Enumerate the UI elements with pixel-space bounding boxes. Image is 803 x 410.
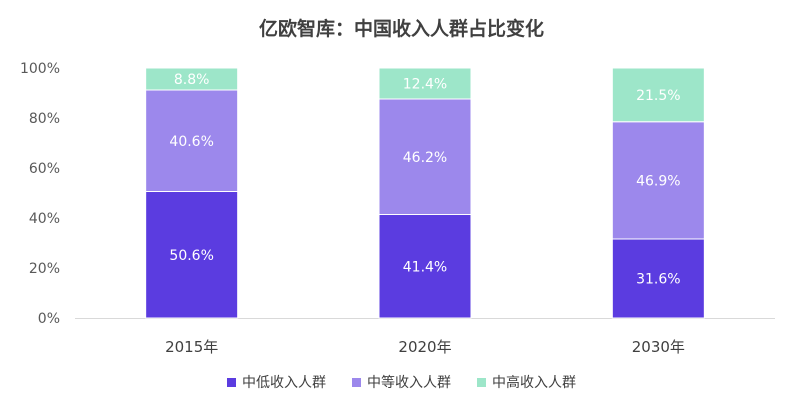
bar-segment	[611, 238, 705, 319]
legend-label-middle-income: 中等收入人群	[367, 375, 451, 391]
bar-segment	[145, 67, 239, 91]
legend-item-middle-income: 中等收入人群	[352, 372, 451, 392]
y-tick-label: 20%	[29, 261, 60, 277]
bar-segment	[145, 89, 239, 192]
data-label: 46.9%	[636, 173, 680, 189]
data-label: 40.6%	[169, 134, 213, 150]
legend-label-upper-middle-income: 中高收入人群	[492, 375, 576, 391]
y-tick-label: 40%	[29, 211, 60, 227]
legend-swatch-middle-income	[352, 377, 361, 387]
bar-segment	[378, 98, 472, 215]
data-label: 41.4%	[403, 259, 447, 275]
bar-segment	[145, 191, 239, 319]
data-label: 31.6%	[636, 272, 680, 288]
y-tick-label: 0%	[38, 311, 60, 327]
bar-segment	[378, 67, 472, 100]
bar-segment	[378, 214, 472, 319]
legend-swatch-low-income	[227, 377, 236, 387]
x-tick-label: 2030年	[632, 338, 685, 356]
data-label: 12.4%	[403, 77, 447, 93]
x-tick-label: 2020年	[398, 338, 451, 356]
y-tick-label: 80%	[29, 111, 60, 127]
data-label: 46.2%	[403, 150, 447, 166]
legend-swatch-upper-middle-income	[477, 377, 486, 387]
data-label: 50.6%	[169, 248, 213, 264]
bar-segment	[611, 121, 705, 240]
legend-item-low-income: 中低收入人群	[227, 372, 326, 392]
y-tick-label: 100%	[20, 61, 60, 77]
data-label: 21.5%	[636, 88, 680, 104]
bar-segment	[611, 67, 705, 123]
legend: 中低收入人群 中等收入人群 中高收入人群	[0, 372, 803, 392]
legend-label-low-income: 中低收入人群	[242, 375, 326, 391]
chart-title: 亿欧智库：中国收入人群占比变化	[258, 18, 544, 40]
x-tick-label: 2015年	[165, 338, 218, 356]
data-label: 8.8%	[174, 72, 210, 88]
legend-item-upper-middle-income: 中高收入人群	[477, 372, 576, 392]
y-tick-label: 60%	[29, 161, 60, 177]
